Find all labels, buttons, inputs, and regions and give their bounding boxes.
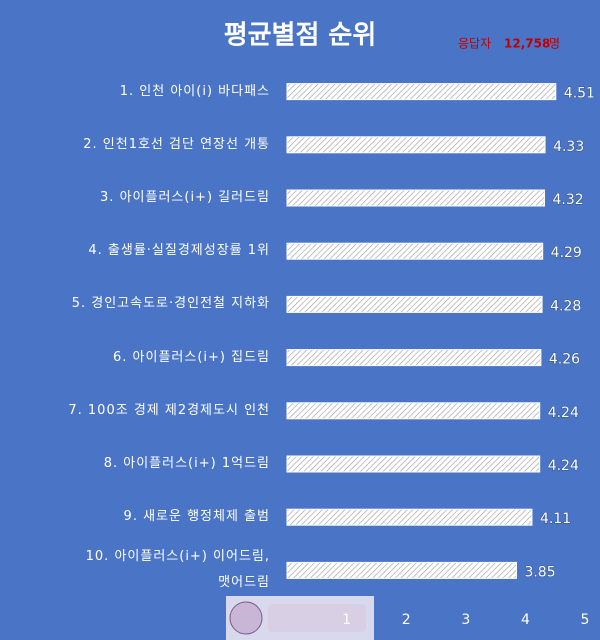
value-label: 4.51 [564,86,595,102]
category-label: 9. 새로운 행정체제 출범 [123,509,270,525]
x-tick-label: 4 [521,612,530,628]
bar [286,189,545,207]
value-label: 4.33 [553,139,584,155]
bar [286,561,517,579]
respondents-suffix: 명 [549,37,560,51]
value-label: 4.29 [551,245,582,261]
respondents-count: 12,758 [504,37,550,51]
value-label: 4.24 [548,405,579,421]
category-label: 2. 인천1호선 검단 연장선 개통 [83,136,270,152]
bar [286,508,533,526]
value-label: 4.26 [549,352,580,368]
bar [286,242,544,260]
value-label: 4.32 [552,192,583,208]
category-label: 5. 경인고속도로·경인전철 지하화 [71,296,270,312]
bar [286,455,541,473]
category-label: 6. 아이플러스(i+) 집드림 [113,349,270,365]
chart-title: 평균별점 순위 [224,21,377,51]
respondents-prefix: 응답자 [458,37,491,51]
category-label: 8. 아이플러스(i+) 1억드림 [103,456,270,471]
bar [286,295,543,313]
x-tick-label: 5 [581,612,590,628]
value-label: 4.28 [550,298,581,314]
category-label: 1. 인천 아이(i) 바다패스 [119,83,270,99]
category-label: 7. 100조 경제 제2경제도시 인천 [68,402,270,418]
category-label: 3. 아이플러스(i+) 길러드림 [100,190,270,205]
bar [286,402,541,420]
logo [226,596,374,640]
bar [286,136,546,154]
category-label: 4. 출생률·실질경제성장률 1위 [88,243,270,259]
value-label: 4.11 [540,511,571,527]
x-tick-label: 2 [402,612,411,628]
x-tick-label: 3 [461,612,470,628]
value-label: 3.85 [524,564,555,580]
bar [286,83,557,101]
value-label: 4.24 [548,458,579,474]
category-label: 10. 아이플러스(i+) 이어드림, 맷어드림 [85,549,270,591]
bar [286,349,542,367]
x-tick-label: 1 [342,612,351,628]
